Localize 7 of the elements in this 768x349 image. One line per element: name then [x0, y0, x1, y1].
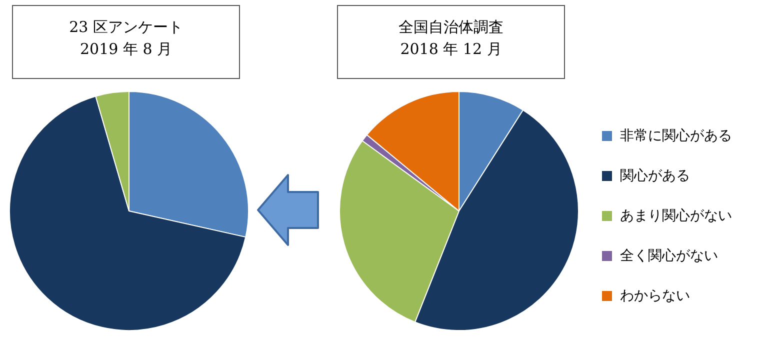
- legend-label: あまり関心がない: [620, 207, 732, 225]
- legend-label: 全く関心がない: [620, 247, 718, 265]
- legend-label: わからない: [620, 287, 690, 305]
- legend-label: 非常に関心がある: [620, 127, 732, 145]
- legend-label: 関心がある: [620, 167, 690, 185]
- slice-label: 全国自治体調査 2018 年 12 月: [337, 5, 565, 79]
- slice-label: 23 区アンケート 2019 年 8 月: [12, 5, 240, 79]
